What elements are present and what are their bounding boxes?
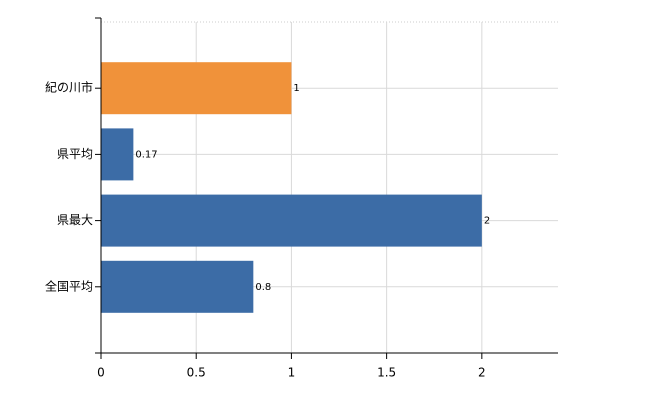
- x-tick-label: 2: [478, 366, 486, 380]
- value-label: 1: [293, 83, 299, 94]
- y-tick-label: 紀の川市: [45, 80, 93, 95]
- y-tick-label: 全国平均: [45, 278, 93, 293]
- y-tick-label: 県平均: [57, 147, 93, 161]
- x-tick-label: 0: [97, 366, 105, 380]
- y-tick-label: 県最大: [57, 213, 93, 227]
- x-tick-label: 1: [288, 366, 296, 380]
- bar: [101, 260, 254, 313]
- bar: [101, 62, 292, 115]
- x-tick-label: 0.5: [187, 366, 206, 380]
- value-label: 0.17: [135, 149, 157, 160]
- bar: [101, 194, 482, 247]
- value-label: 0.8: [255, 282, 271, 293]
- value-label: 2: [484, 216, 490, 227]
- x-tick-label: 1.5: [377, 366, 396, 380]
- bar: [101, 128, 134, 181]
